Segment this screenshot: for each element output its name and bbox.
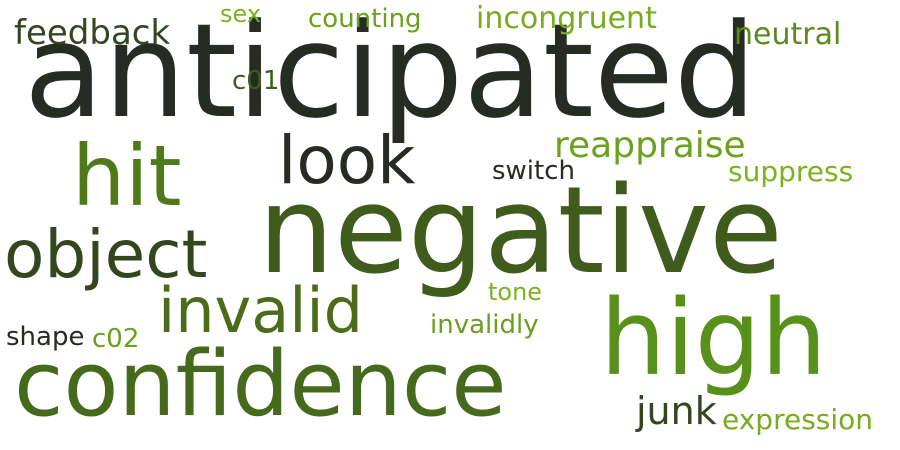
word-c01: c01 [232, 66, 280, 96]
word-invalid: invalid [158, 274, 364, 347]
word-switch: switch [492, 156, 576, 186]
word-suppress: suppress [728, 155, 854, 188]
word-expression: expression [722, 403, 874, 436]
word-tone: tone [488, 278, 543, 306]
word-junk: junk [636, 389, 717, 433]
word-counting: counting [308, 4, 422, 34]
word-confidence: confidence [14, 332, 507, 437]
word-shape: shape [6, 322, 85, 352]
word-anticipated: anticipated [24, 0, 757, 147]
word-look: look [278, 122, 416, 199]
word-hit: hit [72, 127, 182, 225]
word-high: high [600, 277, 827, 399]
word-sex: sex [220, 0, 262, 28]
word-c02: c02 [92, 324, 140, 354]
word-reappraise: reappraise [554, 125, 746, 166]
word-object: object [4, 216, 208, 293]
word-incongruent: incongruent [476, 1, 657, 36]
word-neutral: neutral [734, 17, 842, 52]
word-invalidly: invalidly [430, 310, 539, 340]
word-feedback: feedback [14, 13, 171, 53]
word-negative: negative [258, 162, 783, 301]
